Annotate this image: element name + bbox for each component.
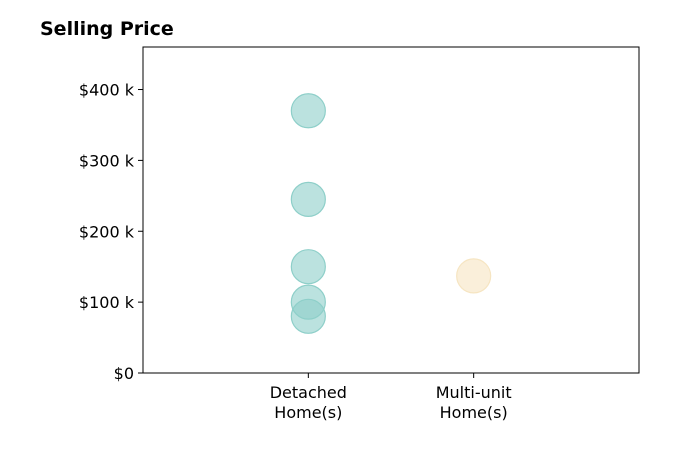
x-tick-label-line: Home(s) xyxy=(274,403,342,422)
x-tick-label-line: Multi-unit xyxy=(436,383,512,402)
data-point xyxy=(290,298,326,334)
y-tick-label: $0 xyxy=(114,364,134,383)
chart-title: Selling Price xyxy=(40,18,174,40)
y-tick-label: $200 k xyxy=(79,222,135,241)
x-tick-label-line: Home(s) xyxy=(440,403,508,422)
x-tick-label: Multi-unit Home(s) xyxy=(436,383,512,422)
y-tick-label: $300 k xyxy=(79,151,135,170)
data-point xyxy=(290,249,326,285)
data-points xyxy=(290,93,492,334)
x-axis: Detached Home(s)Multi-unit Home(s) xyxy=(270,373,512,422)
plot-area-frame xyxy=(142,46,640,374)
data-point xyxy=(456,258,492,294)
data-point xyxy=(290,93,326,129)
y-tick-label: $100 k xyxy=(79,293,135,312)
data-point xyxy=(290,181,326,217)
x-tick-label-line: Detached xyxy=(270,383,347,402)
y-axis: $0 $100 k $200 k $300 k $400 k xyxy=(79,81,143,383)
x-tick-label: Detached Home(s) xyxy=(270,383,347,422)
y-tick-label: $400 k xyxy=(79,81,135,100)
